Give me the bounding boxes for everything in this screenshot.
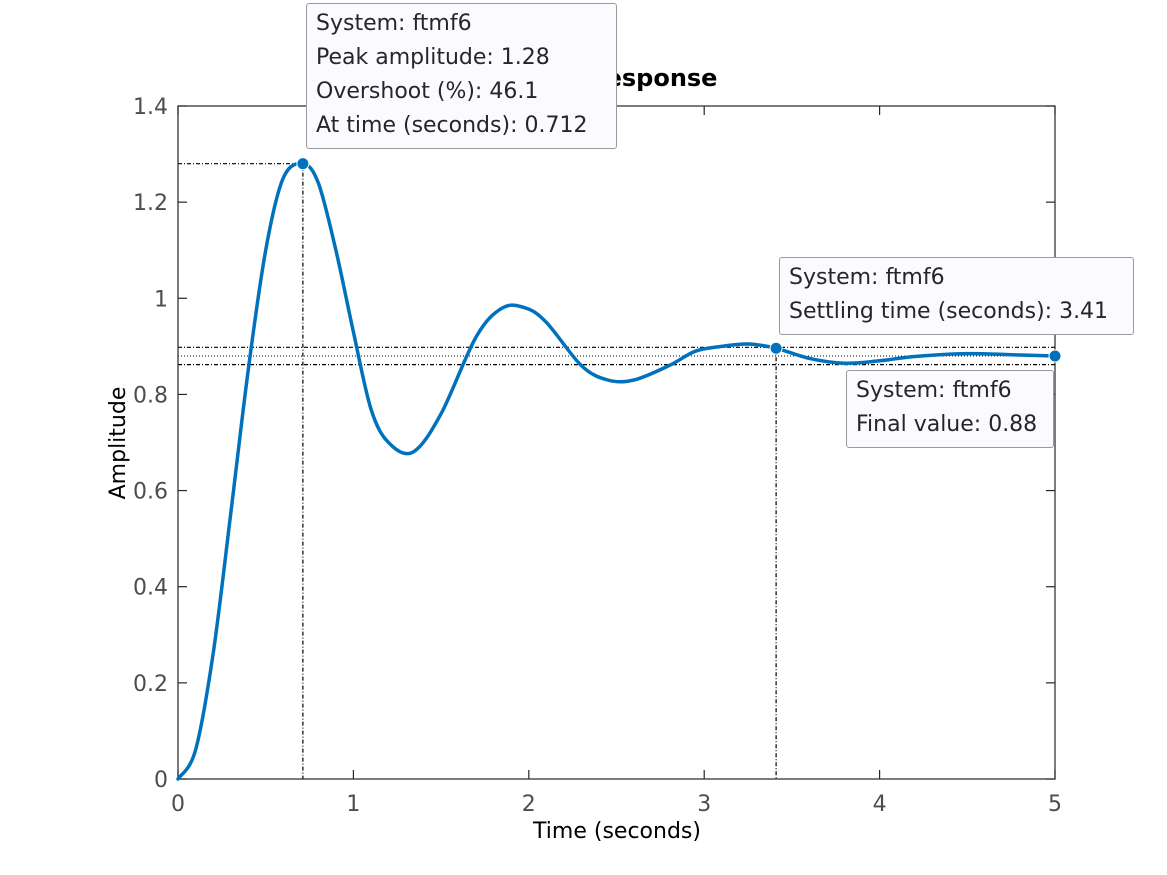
y-tick-label: 1.4	[133, 95, 168, 120]
tick-labels: 0 1 2 3 4 5 0 0.2 0.4 0.6 0.8 1 1.2 1.4	[133, 95, 1062, 817]
settling-system-text: System: ftmf6	[789, 265, 945, 290]
peak-time-text: At time (seconds): 0.712	[316, 113, 588, 138]
peak-overshoot-text: Overshoot (%): 46.1	[316, 79, 539, 104]
data-markers	[296, 157, 1062, 363]
final-value-text: Final value: 0.88	[856, 412, 1038, 437]
peak-system-text: System: ftmf6	[316, 11, 472, 36]
final-value-marker[interactable]	[1048, 349, 1062, 363]
settling-time-text: Settling time (seconds): 3.41	[789, 299, 1109, 324]
y-tick-label: 1	[154, 287, 168, 312]
step-response-line	[176, 161, 1057, 781]
settling-datatip[interactable]: System: ftmf6 Settling time (seconds): 3…	[779, 257, 1134, 335]
y-tick-label: 0.8	[133, 383, 168, 408]
settling-marker[interactable]	[769, 341, 783, 355]
x-axis-label: Time (seconds)	[532, 819, 701, 844]
y-tick-label: 1.2	[133, 191, 168, 216]
x-tick-label: 4	[873, 792, 887, 817]
x-tick-label: 5	[1048, 792, 1062, 817]
x-tick-label: 2	[522, 792, 536, 817]
reference-lines	[178, 163, 1055, 779]
y-tick-label: 0.6	[133, 480, 168, 505]
peak-marker[interactable]	[296, 157, 310, 171]
x-tick-label: 1	[346, 792, 360, 817]
y-tick-label: 0.4	[133, 576, 168, 601]
final-value-datatip[interactable]: System: ftmf6 Final value: 0.88	[846, 370, 1054, 448]
peak-datatip[interactable]: System: ftmf6 Peak amplitude: 1.28 Overs…	[306, 3, 617, 149]
y-axis-label: Amplitude	[106, 387, 131, 500]
x-tick-label: 3	[697, 792, 711, 817]
x-tick-label: 0	[171, 792, 185, 817]
y-tick-label: 0	[154, 768, 168, 793]
peak-amplitude-text: Peak amplitude: 1.28	[316, 45, 550, 70]
y-tick-label: 0.2	[133, 672, 168, 697]
final-system-text: System: ftmf6	[856, 378, 1012, 403]
